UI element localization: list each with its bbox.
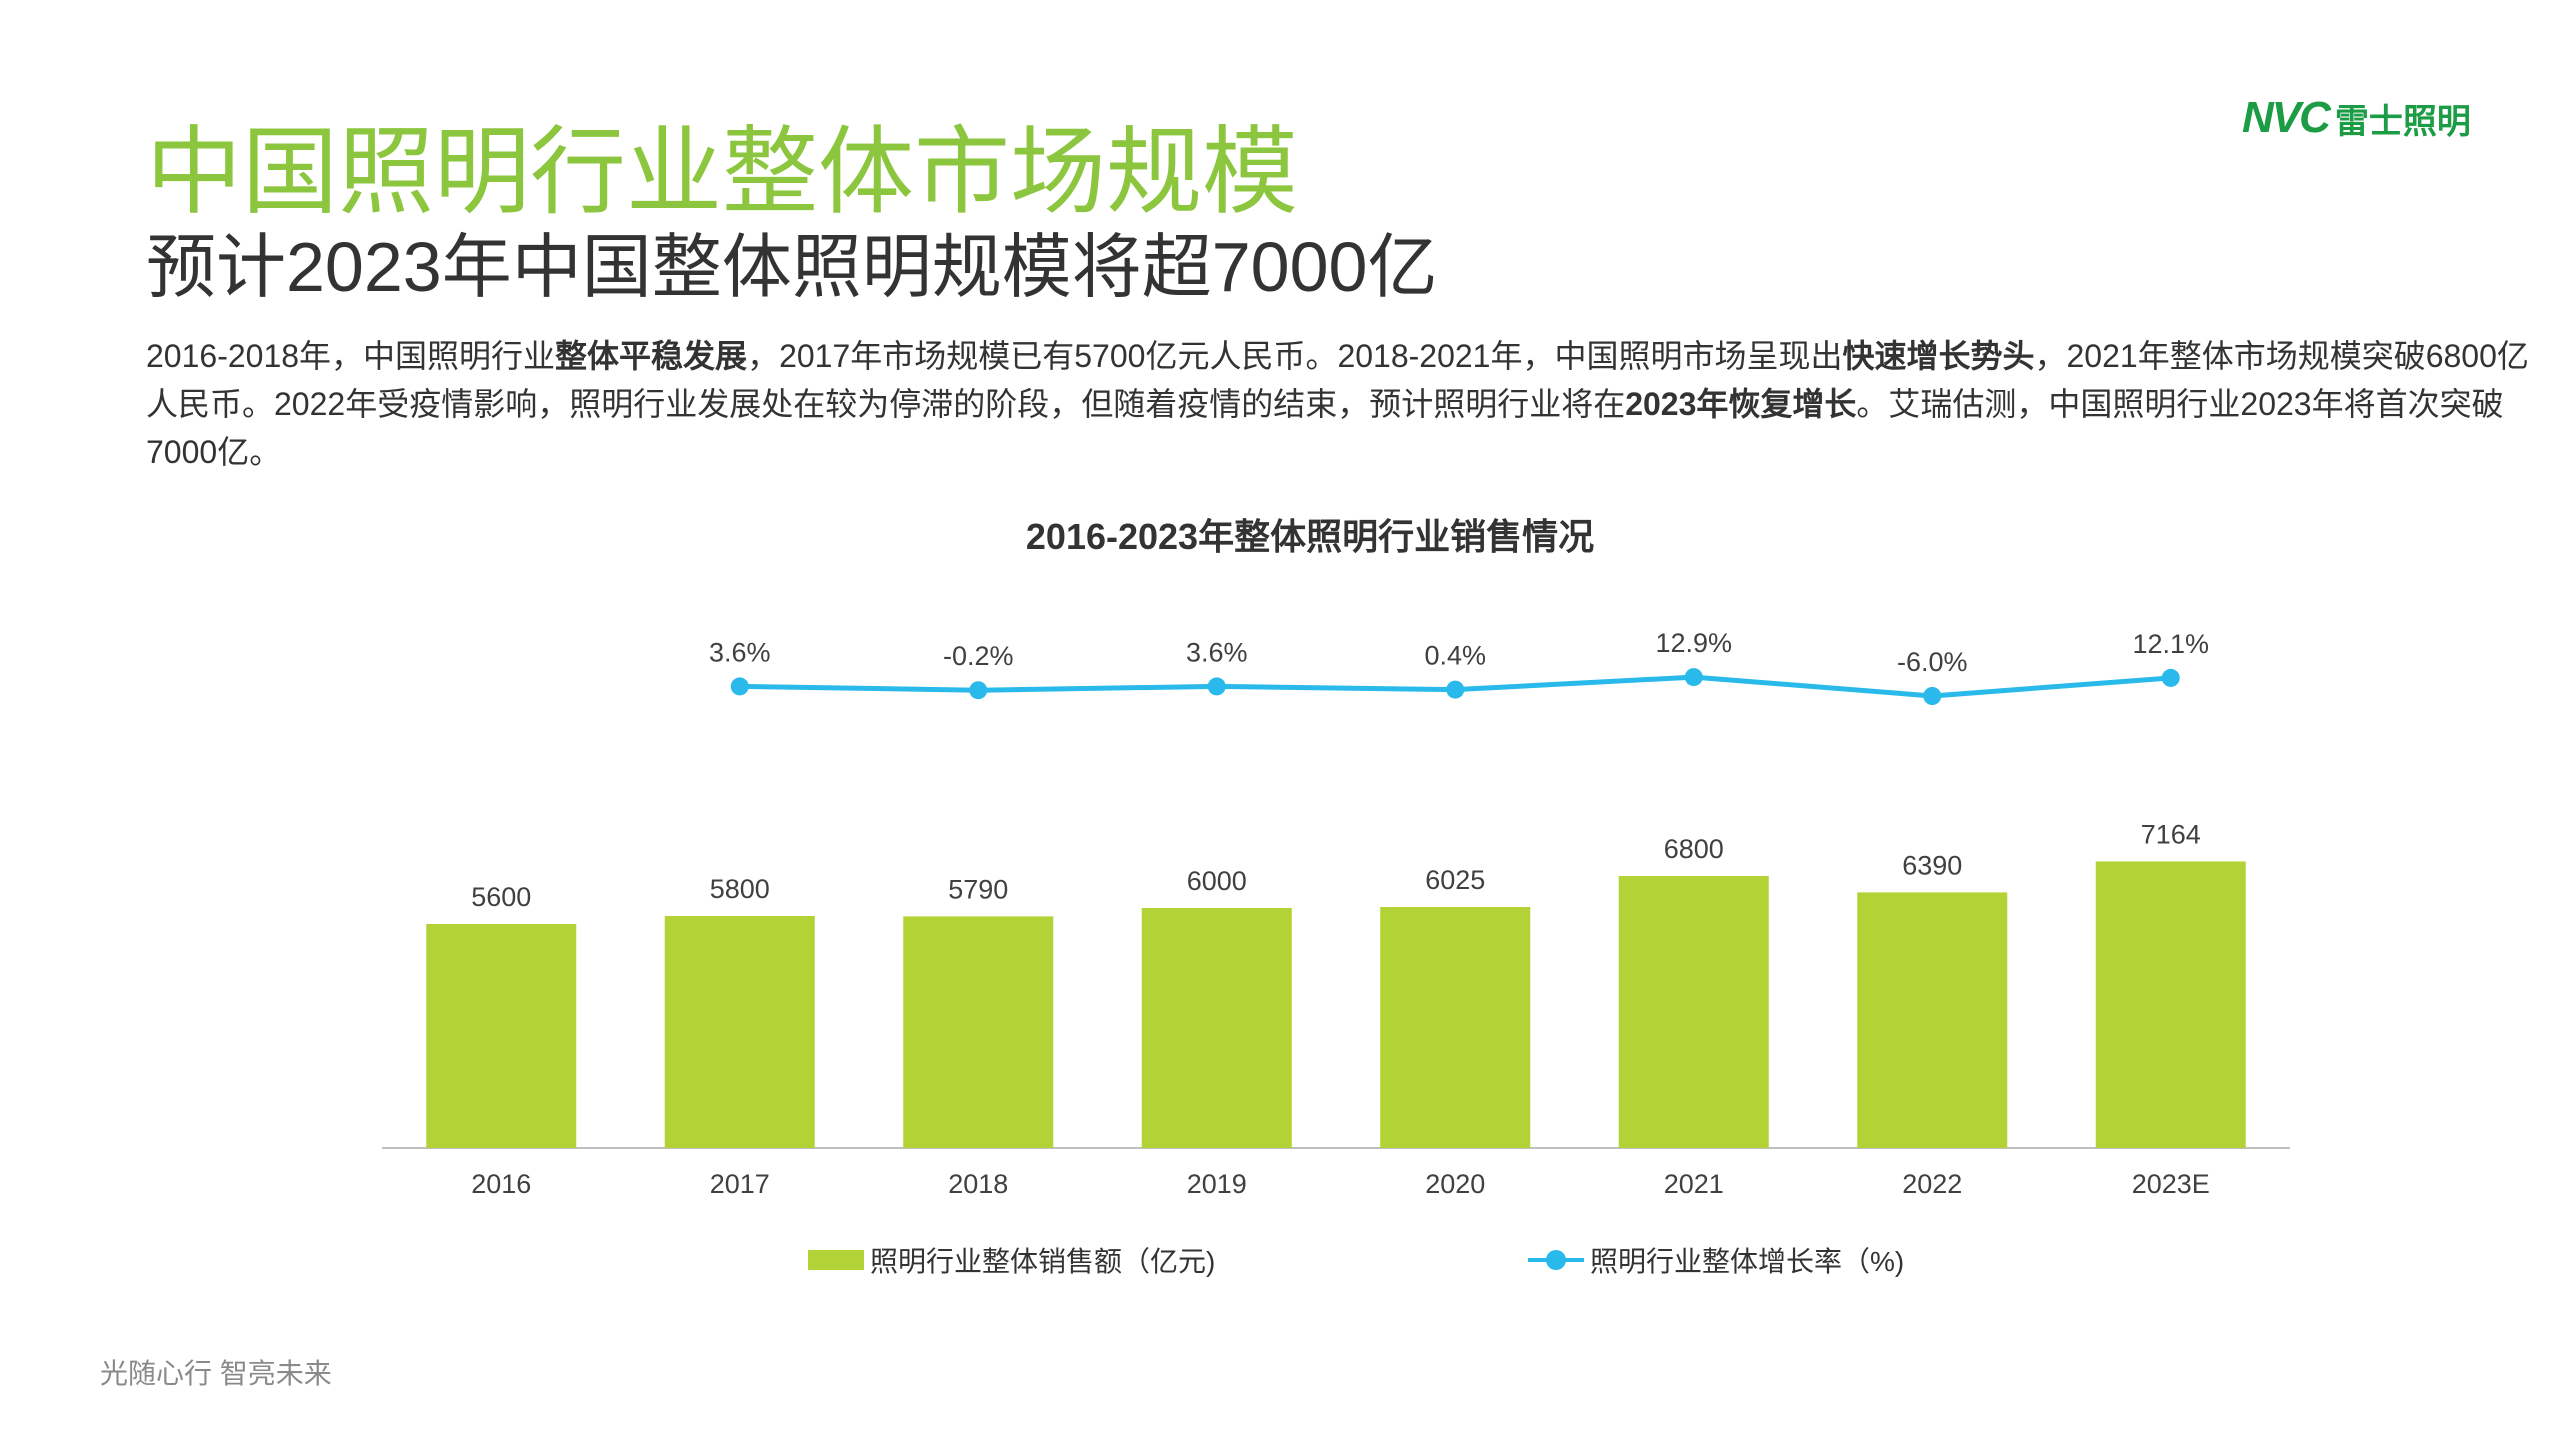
bar-2020: [1380, 907, 1531, 1148]
summary-paragraph: 2016-2018年，中国照明行业整体平稳发展，2017年市场规模已有5700亿…: [146, 332, 2546, 476]
legend-growth-label: 照明行业整体增长率（%): [1590, 1246, 1905, 1277]
growth-rate-point: [2161, 668, 2180, 687]
sales-chart: 5600 2016 5800 2017 5790 2018 6000 2019 6025 2020…: [382, 628, 2290, 1199]
bar-value-label: 5600: [471, 882, 531, 912]
footer-slogan: 光随心行 智亮未来: [100, 1358, 332, 1389]
x-tick-label: 2020: [1425, 1169, 1485, 1199]
bar-2019: [1141, 908, 1292, 1148]
growth-rate-label: 12.9%: [1655, 628, 1732, 658]
nvc-logo-icon: NVC: [2242, 93, 2331, 142]
legend-line-swatch-icon: [1528, 1250, 1584, 1270]
summary-highlight-3: 2023年恢复增长: [1625, 386, 1857, 422]
brand-logo: NVC 雷士照明: [2242, 93, 2471, 142]
bar-2018: [903, 916, 1054, 1148]
bar-value-label: 6000: [1187, 866, 1247, 896]
legend-bar-swatch-icon: [808, 1250, 864, 1270]
growth-rate-label: -0.2%: [943, 641, 1014, 671]
x-tick-label: 2018: [948, 1169, 1008, 1199]
bar-value-label: 6800: [1664, 834, 1724, 864]
bar-value-label: 6390: [1902, 850, 1962, 880]
summary-text-1: 2016-2018年，中国照明行业: [146, 338, 556, 374]
bar-2017: [664, 916, 815, 1148]
growth-rate-point: [969, 681, 988, 700]
bar-value-label: 5790: [948, 874, 1008, 904]
summary-text-3: ，2021年整体市场规模突破6800亿人民币。2022年受疫情影响，照明行业发展…: [146, 338, 2529, 422]
x-tick-label: 2017: [710, 1169, 770, 1199]
x-tick-label: 2016: [471, 1169, 531, 1199]
summary-text-2: ，2017年市场规模已有5700亿元人民币。2018-2021年，中国照明市场呈…: [747, 338, 1843, 374]
page-subtitle: 预计2023年中国整体照明规模将超7000亿: [146, 228, 1438, 306]
growth-rate-point: [730, 677, 749, 696]
chart-title: 2016-2023年整体照明行业销售情况: [1025, 516, 1595, 557]
growth-rate-point: [1923, 687, 1942, 705]
growth-rate-point: [1684, 668, 1703, 687]
bar-value-label: 7164: [2141, 819, 2201, 849]
x-tick-label: 2021: [1664, 1169, 1724, 1199]
summary-text-4: 。艾瑞估测，中国照明行业2023年将首次突破7000亿。: [146, 386, 2504, 470]
growth-rate-point: [1446, 680, 1465, 699]
growth-rate-point: [1207, 677, 1226, 696]
logo-text: 雷士照明: [2334, 102, 2471, 141]
bar-2021: [1618, 876, 1769, 1148]
bar-2022: [1857, 892, 2008, 1148]
page-title: 中国照明行业整体市场规模: [146, 119, 1298, 226]
bar-value-label: 5800: [710, 874, 770, 904]
legend-sales-label: 照明行业整体销售额（亿元): [870, 1246, 1216, 1277]
summary-highlight-2: 快速增长势头: [1842, 338, 2035, 374]
growth-rate-label: 3.6%: [709, 637, 771, 667]
growth-rate-label: -6.0%: [1897, 647, 1968, 677]
x-tick-label: 2019: [1187, 1169, 1247, 1199]
summary-highlight-1: 整体平稳发展: [555, 338, 748, 374]
x-tick-label: 2023E: [2132, 1169, 2210, 1199]
growth-rate-label: 12.1%: [2132, 629, 2209, 659]
legend-growth: 照明行业整体增长率（%): [1528, 1240, 1904, 1280]
bar-2023E: [2095, 861, 2246, 1148]
growth-rate-label: 3.6%: [1186, 637, 1248, 667]
x-tick-label: 2022: [1902, 1169, 1962, 1199]
bar-2016: [426, 924, 577, 1148]
legend-sales: 照明行业整体销售额（亿元): [808, 1240, 1215, 1280]
growth-rate-label: 0.4%: [1424, 641, 1486, 671]
bar-value-label: 6025: [1425, 865, 1485, 895]
